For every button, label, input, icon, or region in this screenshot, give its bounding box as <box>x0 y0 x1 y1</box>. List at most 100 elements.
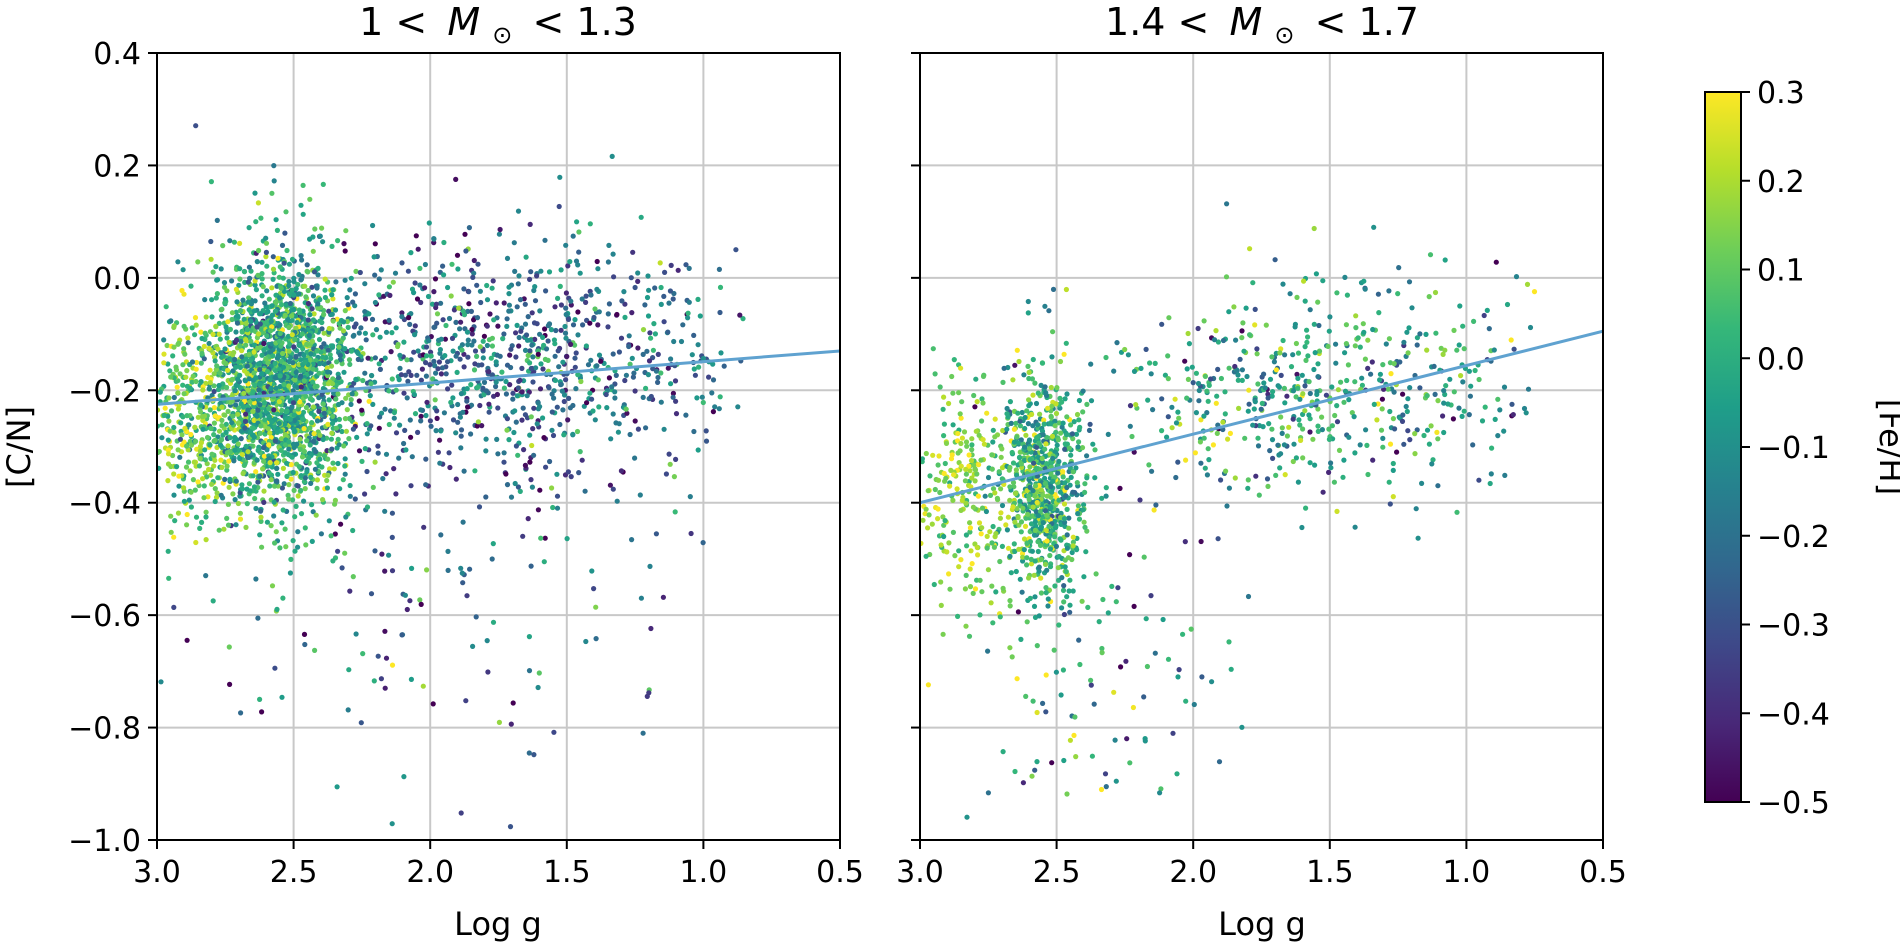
data-point <box>222 412 228 418</box>
data-point <box>461 364 467 370</box>
data-point <box>527 360 533 366</box>
data-point <box>556 364 562 370</box>
data-point <box>269 285 275 291</box>
data-point <box>458 445 464 451</box>
data-point <box>583 293 589 299</box>
data-point <box>207 442 213 448</box>
data-point <box>315 272 321 278</box>
data-point <box>512 480 518 487</box>
data-point <box>1013 467 1020 473</box>
data-point <box>1030 423 1036 429</box>
data-point <box>1454 347 1460 353</box>
data-point <box>972 404 978 410</box>
data-point <box>1070 539 1076 545</box>
data-point <box>1076 439 1082 445</box>
data-point <box>993 589 999 595</box>
data-point <box>307 312 313 318</box>
data-point <box>1074 480 1080 486</box>
data-point <box>458 433 464 439</box>
data-point <box>286 446 292 452</box>
x-tick-label: 3.0 <box>133 855 181 890</box>
data-point <box>1195 380 1202 387</box>
data-point <box>333 425 339 431</box>
data-point <box>421 524 427 530</box>
data-point <box>432 397 438 403</box>
data-point <box>266 416 272 422</box>
data-point <box>535 351 541 357</box>
data-point <box>295 406 301 412</box>
data-point <box>1035 548 1041 555</box>
data-point <box>1461 346 1467 352</box>
data-point <box>347 287 353 293</box>
data-point <box>533 365 539 371</box>
data-point <box>1193 370 1199 376</box>
data-point <box>1467 393 1473 399</box>
data-point <box>1159 428 1165 434</box>
data-point <box>364 421 370 427</box>
data-point <box>1030 392 1036 398</box>
data-point <box>988 600 994 606</box>
data-point <box>248 429 254 435</box>
data-point <box>343 228 349 234</box>
data-point <box>455 401 461 408</box>
data-point <box>461 312 468 318</box>
data-point <box>650 347 657 353</box>
data-point <box>216 428 223 434</box>
data-point <box>298 473 304 479</box>
data-point <box>528 477 534 483</box>
data-point <box>962 478 969 484</box>
data-point <box>541 435 547 441</box>
data-point <box>363 337 369 343</box>
data-point <box>311 311 317 317</box>
data-point <box>272 438 278 444</box>
data-point <box>355 356 361 362</box>
data-point <box>1482 404 1488 410</box>
data-point <box>570 431 576 437</box>
data-point <box>1428 423 1434 429</box>
data-point <box>967 584 974 590</box>
data-point <box>655 379 661 385</box>
data-point <box>230 413 236 419</box>
data-point <box>342 416 348 422</box>
data-point <box>286 348 292 354</box>
data-point <box>532 298 539 304</box>
data-point <box>504 416 510 422</box>
data-point <box>1431 363 1437 369</box>
data-point <box>618 468 625 474</box>
x-tick-label: 1.0 <box>680 855 728 890</box>
data-point <box>1424 347 1430 353</box>
data-point <box>178 420 184 426</box>
data-point <box>445 567 451 574</box>
data-point <box>1127 552 1133 558</box>
data-point <box>184 511 190 518</box>
data-point <box>1020 558 1026 564</box>
data-point <box>167 428 173 434</box>
data-point <box>1044 567 1050 573</box>
data-point <box>504 316 510 322</box>
data-point <box>280 507 286 513</box>
data-point <box>320 436 326 443</box>
data-point <box>317 318 323 324</box>
data-point <box>1404 329 1410 335</box>
data-point <box>583 299 589 305</box>
data-point <box>433 301 439 307</box>
data-point <box>1010 480 1017 486</box>
data-point <box>1304 339 1310 345</box>
data-point <box>1125 352 1131 358</box>
data-point <box>531 287 537 294</box>
data-point <box>388 349 394 355</box>
data-point <box>256 361 262 367</box>
data-point <box>382 568 388 574</box>
data-point <box>1294 294 1300 300</box>
data-point <box>561 392 568 398</box>
data-point <box>1087 421 1093 427</box>
data-point <box>665 365 671 371</box>
data-point <box>587 390 593 396</box>
data-point <box>275 353 282 359</box>
data-point <box>1378 427 1385 433</box>
data-point <box>174 464 180 470</box>
data-point <box>205 494 211 500</box>
data-point <box>650 366 656 372</box>
data-point <box>1269 437 1276 443</box>
data-point <box>233 402 239 408</box>
